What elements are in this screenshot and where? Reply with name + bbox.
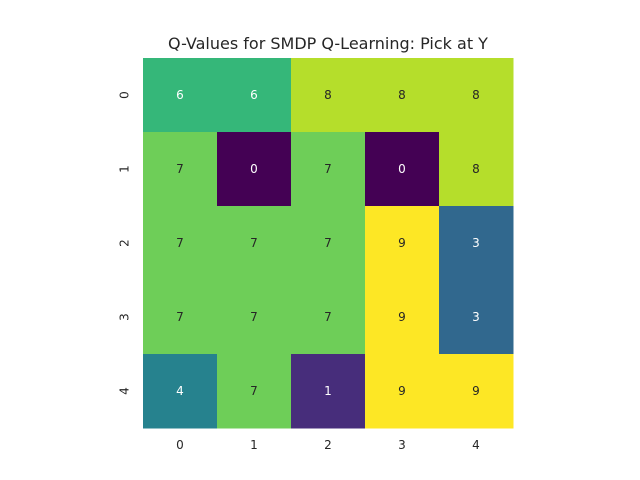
heatmap-cell xyxy=(439,132,514,207)
y-tick-label: 4 xyxy=(118,387,132,395)
heatmap-cell xyxy=(291,354,366,429)
heatmap-cell xyxy=(291,132,366,207)
cell-value-label: 9 xyxy=(472,384,480,398)
cell-value-label: 8 xyxy=(472,88,480,102)
heatmap-cell xyxy=(217,206,292,281)
heatmap-cell xyxy=(291,280,366,355)
cell-value-label: 7 xyxy=(324,162,332,176)
cell-value-label: 4 xyxy=(176,384,184,398)
cell-value-label: 7 xyxy=(250,384,258,398)
cell-value-label: 9 xyxy=(398,236,406,250)
heatmap-cell-labels: 6 6 8 8 8 7 0 7 0 8 7 7 7 9 3 7 7 7 9 3 4 7 1 9 9 xyxy=(176,88,480,398)
heatmap-cell xyxy=(217,354,292,429)
x-tick-label: 0 xyxy=(176,438,184,452)
cell-value-label: 8 xyxy=(472,162,480,176)
y-tick-label: 2 xyxy=(118,239,132,247)
x-tick-label: 2 xyxy=(324,438,332,452)
cell-value-label: 6 xyxy=(250,88,258,102)
cell-value-label: 7 xyxy=(176,310,184,324)
heatmap-cell xyxy=(143,354,218,429)
cell-value-label: 0 xyxy=(250,162,258,176)
x-axis-ticks: 0 1 2 3 4 xyxy=(176,438,480,452)
x-tick-label: 3 xyxy=(398,438,406,452)
cell-value-label: 3 xyxy=(472,236,480,250)
heatmap-cell xyxy=(439,280,514,355)
cell-value-label: 1 xyxy=(324,384,332,398)
cell-value-label: 8 xyxy=(398,88,406,102)
cell-value-label: 7 xyxy=(324,310,332,324)
y-tick-label: 1 xyxy=(118,165,132,173)
cell-value-label: 7 xyxy=(250,236,258,250)
cell-value-label: 8 xyxy=(324,88,332,102)
heatmap-cell xyxy=(365,58,440,133)
chart-title: Q-Values for SMDP Q-Learning: Pick at Y xyxy=(168,34,488,53)
heatmap-cell xyxy=(143,280,218,355)
cell-value-label: 7 xyxy=(324,236,332,250)
heatmap-cell xyxy=(439,354,514,429)
cell-value-label: 0 xyxy=(398,162,406,176)
x-tick-label: 4 xyxy=(472,438,480,452)
cell-value-label: 7 xyxy=(250,310,258,324)
heatmap-cell xyxy=(217,132,292,207)
heatmap-cell xyxy=(143,132,218,207)
heatmap-cell xyxy=(439,58,514,133)
heatmap-cell xyxy=(439,206,514,281)
heatmap-cell xyxy=(365,354,440,429)
heatmap-cell xyxy=(291,58,366,133)
cell-value-label: 7 xyxy=(176,162,184,176)
heatmap-cell xyxy=(217,58,292,133)
cell-value-label: 3 xyxy=(472,310,480,324)
cell-value-label: 7 xyxy=(176,236,184,250)
heatmap-cell xyxy=(143,58,218,133)
heatmap-cell xyxy=(217,280,292,355)
cell-value-label: 9 xyxy=(398,384,406,398)
y-tick-label: 0 xyxy=(118,91,132,99)
cell-value-label: 6 xyxy=(176,88,184,102)
y-axis-ticks: 0 1 2 3 4 xyxy=(118,91,132,395)
heatmap-cell xyxy=(365,280,440,355)
heatmap-cell xyxy=(365,132,440,207)
heatmap-cell xyxy=(291,206,366,281)
heatmap-cell xyxy=(365,206,440,281)
cell-value-label: 9 xyxy=(398,310,406,324)
heatmap-cells xyxy=(143,58,514,429)
x-tick-label: 1 xyxy=(250,438,258,452)
y-tick-label: 3 xyxy=(118,313,132,321)
heatmap-cell xyxy=(143,206,218,281)
